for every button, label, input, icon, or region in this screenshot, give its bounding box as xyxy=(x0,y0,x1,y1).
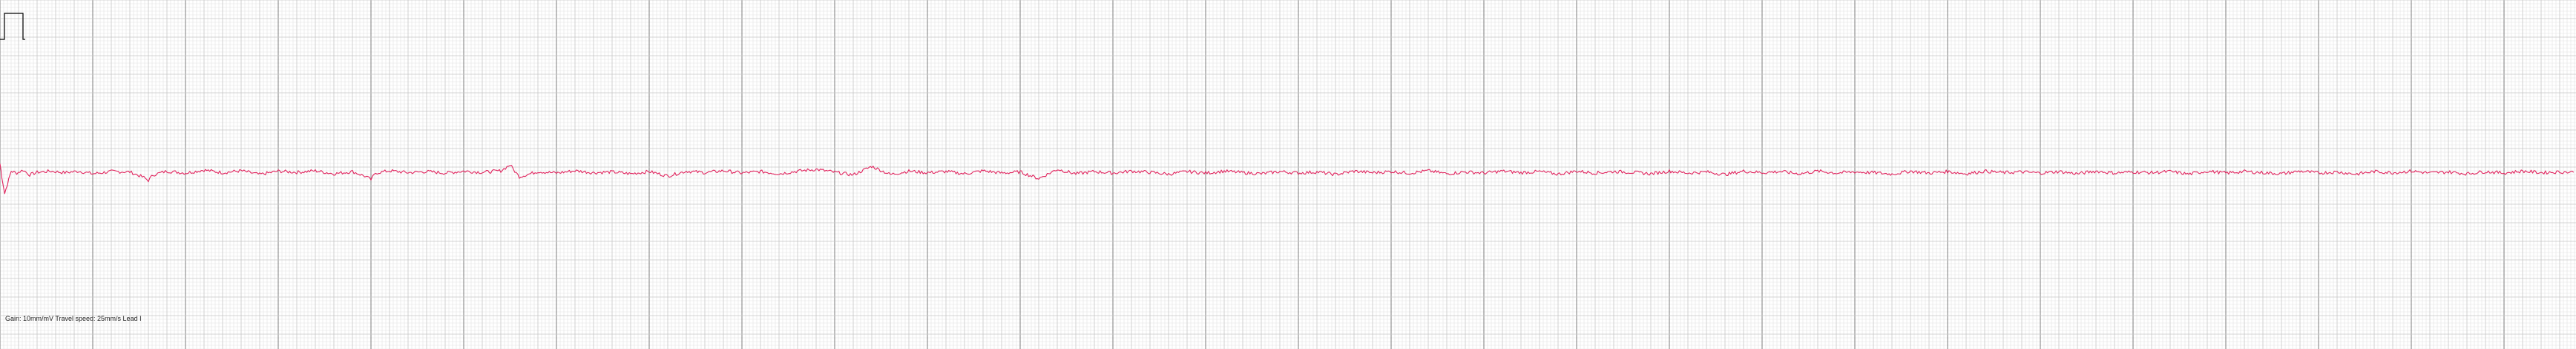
strip-caption: Gain: 10mm/mV Travel speed: 25mm/s Lead … xyxy=(5,315,142,322)
ecg-trace-lead-i xyxy=(0,163,2575,195)
calibration-pulse xyxy=(0,13,25,40)
